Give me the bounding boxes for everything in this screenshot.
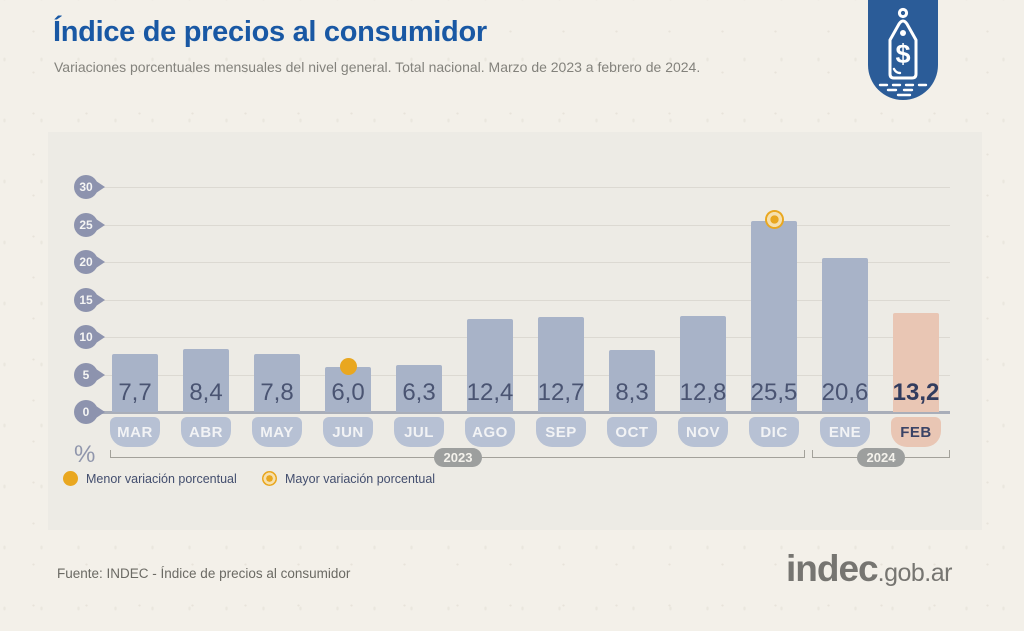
gridline-15 [104, 299, 950, 301]
bracket-2023-tick-right [804, 450, 805, 458]
bar-value-label-JUN: 6,0 [331, 379, 365, 406]
price-tag-icon: $ [878, 7, 928, 97]
bar-value-label-JUL: 6,3 [402, 379, 436, 406]
month-label-ENE: ENE [820, 417, 870, 447]
bar-MAR [112, 354, 158, 412]
bar-value-label-FEB: 13,2 [892, 379, 940, 406]
bar-OCT [609, 349, 655, 412]
month-label-ABR: ABR [181, 417, 231, 447]
bar-value-label-ENE: 20,6 [821, 379, 869, 406]
month-label-SEP: SEP [536, 417, 586, 447]
page-title: Índice de precios al consumidor [53, 16, 487, 48]
bar-value-label-NOV: 12,8 [679, 379, 727, 406]
bar-ABR [183, 349, 229, 412]
legend-item-min: Menor variación porcentual [63, 471, 237, 486]
gridline-25 [104, 224, 950, 226]
bracket-2023-tick-left [110, 450, 111, 458]
gridline-5 [104, 374, 950, 376]
y-tick-badge-30: 30 [74, 175, 105, 199]
y-tick-badge-25: 25 [74, 212, 105, 237]
x-axis-line [84, 411, 950, 414]
bracket-2024-tick-right [949, 450, 950, 458]
bar-MAY [254, 353, 300, 412]
bar-value-label-AGO: 12,4 [466, 379, 514, 406]
legend-label-max: Mayor variación porcentual [285, 471, 436, 486]
bar-value-label-OCT: 8,3 [615, 379, 649, 406]
bar-NOV [680, 316, 726, 412]
year-pill-2024: 2024 [857, 448, 905, 467]
legend-item-max: Mayor variación porcentual [262, 471, 435, 486]
bar-value-label-DIC: 25,5 [750, 379, 798, 406]
max-variation-dot-icon [262, 471, 277, 486]
page-subtitle: Variaciones porcentuales mensuales del n… [54, 59, 701, 75]
gridline-30 [104, 187, 950, 188]
bar-AGO [467, 319, 513, 412]
source-note: Fuente: INDEC - Índice de precios al con… [57, 566, 351, 581]
month-label-FEB: FEB [891, 417, 941, 447]
y-tick-badge-15: 15 [74, 287, 105, 312]
month-label-MAY: MAY [252, 417, 302, 447]
bar-ENE [822, 257, 868, 412]
indec-logo-text: indec [786, 548, 879, 589]
year-pill-2023: 2023 [434, 448, 482, 467]
bar-value-label-SEP: 12,7 [537, 379, 585, 406]
month-label-JUL: JUL [394, 417, 444, 447]
y-tick-badge-5: 5 [74, 362, 105, 387]
legend-label-min: Menor variación porcentual [86, 471, 237, 486]
min-variation-dot-icon [63, 471, 78, 486]
month-label-MAR: MAR [110, 417, 160, 447]
bracket-2024-tick-left [812, 450, 813, 458]
max-variation-marker-DIC [764, 210, 784, 230]
min-variation-marker-JUN [339, 357, 357, 375]
bar-DIC [751, 220, 797, 412]
month-label-NOV: NOV [678, 417, 728, 447]
month-label-JUN: JUN [323, 417, 373, 447]
price-tag-badge: $ [868, 0, 938, 100]
svg-text:$: $ [895, 39, 910, 69]
y-axis-unit-label: % [74, 441, 96, 468]
y-tick-badge-0: 0 [74, 400, 105, 424]
y-tick-badge-10: 10 [74, 325, 105, 349]
month-label-OCT: OCT [607, 417, 657, 447]
gridline-20 [104, 262, 950, 263]
indec-logo-suffix: .gob.ar [877, 559, 953, 587]
bar-value-label-MAR: 7,7 [118, 379, 152, 406]
bar-FEB [893, 313, 939, 412]
gridline-10 [104, 337, 950, 338]
month-label-DIC: DIC [749, 417, 799, 447]
indec-logo: indec .gob.ar [786, 548, 952, 590]
bar-value-label-MAY: 7,8 [260, 379, 294, 406]
bar-JUL [396, 364, 442, 412]
month-label-AGO: AGO [465, 417, 515, 447]
bar-value-label-ABR: 8,4 [189, 379, 223, 406]
y-tick-badge-20: 20 [74, 250, 105, 274]
bar-SEP [538, 316, 584, 412]
bar-JUN [325, 367, 371, 412]
